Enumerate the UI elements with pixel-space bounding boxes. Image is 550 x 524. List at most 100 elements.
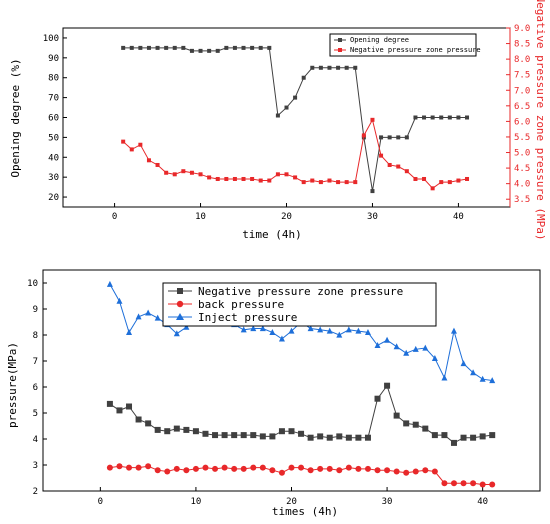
chart1-data-point xyxy=(301,75,306,80)
chart1-left-tick-label: 70 xyxy=(48,94,59,104)
chart2-data-point xyxy=(126,328,133,335)
chart2-data-point xyxy=(470,480,477,487)
chart1-data-point xyxy=(336,180,341,185)
chart2-data-point xyxy=(145,463,152,470)
chart1-data-point xyxy=(129,45,134,50)
chart2-data-point xyxy=(145,309,152,316)
chart1-data-point xyxy=(232,45,237,50)
chart2-data-point xyxy=(278,428,285,435)
chart1-x-tick-label: 40 xyxy=(453,212,464,222)
chart1-x-axis-title: time (4h) xyxy=(242,228,302,241)
chart1-data-point xyxy=(250,45,255,50)
chart2-data-point xyxy=(393,468,400,475)
chart1-data-point xyxy=(310,65,315,70)
chart1-data-point xyxy=(447,115,452,120)
chart2-data-point xyxy=(412,345,419,352)
chart2-data-point xyxy=(489,377,496,384)
chart2-data-point xyxy=(364,328,371,335)
chart2-legend-label-inject: Inject pressure xyxy=(198,311,297,324)
chart2-data-point xyxy=(192,465,199,472)
chart1-data-point xyxy=(456,115,461,120)
chart2-data-point xyxy=(202,430,209,437)
chart2-data-point xyxy=(231,432,238,439)
chart2-data-point xyxy=(460,360,467,367)
chart2-legend-label-back: back pressure xyxy=(198,298,284,311)
chart1-left-tick-label: 80 xyxy=(48,74,59,84)
chart1-right-tick-label: 7.5 xyxy=(514,71,530,81)
chart2-data-point xyxy=(288,464,295,471)
chart2-legend: Negative pressure zone pressure back pre… xyxy=(162,282,437,327)
chart2-data-point xyxy=(221,464,228,471)
chart1-legend-marker-opening xyxy=(338,38,342,42)
chart1-data-point xyxy=(370,117,375,122)
chart2-data-point xyxy=(259,433,266,440)
chart2-legend-box xyxy=(162,282,437,327)
chart1-left-tick-label: 20 xyxy=(48,193,59,203)
chart2-data-point xyxy=(154,426,161,433)
chart1-legend: Opening degree Negative pressure zone pr… xyxy=(329,33,481,57)
chart2-data-point xyxy=(431,468,438,475)
chart1-left-tick-label: 100 xyxy=(43,34,59,44)
chart2-data-point xyxy=(259,464,266,471)
chart2-data-point xyxy=(145,420,152,427)
chart1-data-point xyxy=(172,172,177,177)
chart2-legend-marker-negative xyxy=(177,288,183,294)
chart2-data-point xyxy=(345,326,352,333)
chart1-data-point xyxy=(396,164,401,169)
chart1-data-point xyxy=(422,115,427,120)
chart2-data-point xyxy=(183,426,190,433)
chart1-data-point xyxy=(387,162,392,167)
chart1-data-point xyxy=(430,115,435,120)
chart1-x-tick-label: 30 xyxy=(367,212,378,222)
chart2-data-point xyxy=(278,469,285,476)
chart2-data-point xyxy=(374,395,381,402)
chart2-data-point xyxy=(269,328,276,335)
chart1-data-point xyxy=(422,176,427,181)
chart1-data-point xyxy=(215,176,220,181)
chart1-data-point xyxy=(215,48,220,53)
chart2-data-point xyxy=(240,326,247,333)
chart2-data-point xyxy=(450,480,457,487)
chart2-data-point xyxy=(441,432,448,439)
chart1-legend-marker-pressure xyxy=(338,48,342,52)
chart1-data-point xyxy=(138,142,143,147)
chart1-data-point xyxy=(353,65,358,70)
chart1-data-point xyxy=(379,153,384,158)
chart1-left-axis-title: Opening degree (%) xyxy=(9,58,22,177)
chart2-data-point xyxy=(106,464,113,471)
chart1-right-axis-title: Negative pressure zone pressure (MPa) xyxy=(534,0,547,241)
chart1-data-point xyxy=(267,45,272,50)
chart1-right-tick-label: 8.5 xyxy=(514,40,530,50)
chart-pressure: times (4h) pressure(MPa) 0 10 20 30 40 2 3 4 5 6 7… xyxy=(6,269,541,518)
chart2-x-tick-label: 40 xyxy=(477,497,488,507)
chart2-data-point xyxy=(384,336,391,343)
chart1-data-point xyxy=(379,135,384,140)
chart1-right-tick-label: 8.0 xyxy=(514,55,530,65)
chart2-y-tick-label: 3 xyxy=(33,461,38,471)
chart2-data-point xyxy=(441,374,448,381)
chart2-data-point xyxy=(431,432,438,439)
chart1-data-point xyxy=(396,135,401,140)
chart2-data-point xyxy=(288,327,295,334)
chart1-data-point xyxy=(318,180,323,185)
chart2-data-point xyxy=(450,327,457,334)
chart2-data-point xyxy=(470,434,477,441)
chart1-data-point xyxy=(129,147,134,152)
chart2-data-point xyxy=(259,325,266,332)
chart2-data-point xyxy=(364,434,371,441)
chart2-data-point xyxy=(154,467,161,474)
chart2-data-point xyxy=(298,464,305,471)
chart1-data-point xyxy=(146,45,151,50)
chart2-data-point xyxy=(460,480,467,487)
chart2-data-point xyxy=(307,325,314,332)
chart2-y-tick-label: 5 xyxy=(33,409,38,419)
chart2-data-point xyxy=(460,434,467,441)
chart2-data-point xyxy=(374,467,381,474)
chart1-data-point xyxy=(275,113,280,118)
chart1-left-tick-label: 30 xyxy=(48,173,59,183)
chart2-data-point xyxy=(412,421,419,428)
chart2-data-point xyxy=(317,465,324,472)
chart1-data-point xyxy=(404,135,409,140)
chart1-data-point xyxy=(224,45,229,50)
